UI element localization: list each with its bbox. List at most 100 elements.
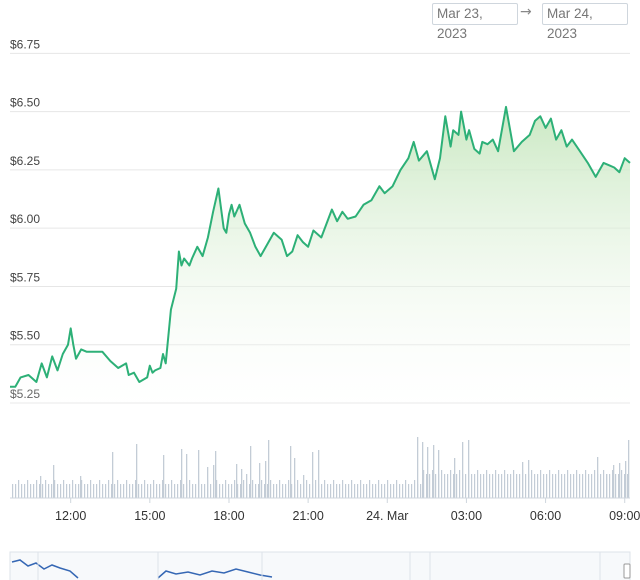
x-tick-label: 21:00 (292, 509, 323, 523)
volume-bar (291, 484, 293, 498)
volume-bar (147, 484, 149, 498)
volume-spike (468, 440, 470, 498)
volume-bar (45, 480, 47, 498)
volume-bar (264, 484, 266, 498)
navigator-background (9, 551, 631, 580)
volume-bar (408, 484, 410, 498)
volume-bar (579, 474, 581, 498)
volume-bar (153, 480, 155, 498)
volume-bar (261, 480, 263, 498)
range-navigator[interactable] (9, 551, 631, 580)
volume-bar (123, 484, 125, 498)
volume-bar (210, 484, 212, 498)
volume-bar (69, 484, 71, 498)
x-tick-label: 15:00 (134, 509, 165, 523)
volume-spike (241, 469, 243, 498)
navigator-handle[interactable] (623, 563, 631, 579)
x-tick-label: 12:00 (55, 509, 86, 523)
volume-bar (204, 484, 206, 498)
volume-bar (258, 484, 260, 498)
volume-spike (246, 474, 248, 498)
volume-bar (486, 470, 488, 498)
navigator-series (11, 559, 79, 579)
volume-bar (180, 480, 182, 498)
volume-bar (447, 474, 449, 498)
volume-bar (576, 470, 578, 498)
volume-bar (288, 480, 290, 498)
volume-bar (324, 480, 326, 498)
volume-bar (75, 484, 77, 498)
volume-bar (510, 474, 512, 498)
volume-bar (108, 480, 110, 498)
volume-spike (528, 460, 530, 498)
volume-spike (136, 444, 138, 498)
volume-bar (102, 484, 104, 498)
volume-bar (231, 484, 233, 498)
volume-bar (588, 474, 590, 498)
volume-bar (48, 484, 50, 498)
volume-bar (93, 484, 95, 498)
volume-bar (189, 480, 191, 498)
volume-bar (144, 480, 146, 498)
volume-bar (276, 484, 278, 498)
volume-spike (303, 475, 305, 498)
volume-spike (417, 437, 419, 498)
volume-spike (606, 474, 608, 498)
volume-bar (378, 480, 380, 498)
volume-bar (363, 484, 365, 498)
volume-bar (534, 474, 536, 498)
date-to-input[interactable]: Mar 24, 2023 (542, 3, 628, 41)
volume-spike (290, 446, 292, 498)
volume-bar (24, 484, 26, 498)
y-tick-label: $5.50 (10, 329, 40, 343)
volume-spike (207, 467, 209, 498)
volume-bar (543, 474, 545, 498)
volume-bar (249, 484, 251, 498)
x-tick-label: 18:00 (213, 509, 244, 523)
volume-bar (480, 474, 482, 498)
volume-bar (171, 480, 173, 498)
volume-bar (390, 484, 392, 498)
volume-bar (351, 480, 353, 498)
volume-bar (267, 484, 269, 498)
volume-bar (87, 484, 89, 498)
volume-bar (183, 484, 185, 498)
volume-spike (163, 455, 165, 498)
volume-bar (348, 484, 350, 498)
volume-spike (236, 464, 238, 498)
volume-bar (168, 484, 170, 498)
volume-bar (99, 480, 101, 498)
volume-bar (333, 480, 335, 498)
volume-spike (433, 445, 435, 498)
volume-bar (60, 484, 62, 498)
volume-bar (327, 484, 329, 498)
date-from-input[interactable]: Mar 23, 2023 (432, 3, 518, 41)
y-tick-label: $5.75 (10, 270, 40, 284)
volume-bar (132, 484, 134, 498)
volume-spike (265, 461, 267, 498)
volume-bar (435, 474, 437, 498)
volume-bar (36, 480, 38, 498)
volume-bar (228, 484, 230, 498)
volume-bar (360, 480, 362, 498)
volume-bar (561, 474, 563, 498)
volume-bar (120, 484, 122, 498)
volume-bar (282, 484, 284, 498)
volume-bar (105, 484, 107, 498)
volume-bar (432, 470, 434, 498)
volume-spike (427, 447, 429, 498)
volume-bar (414, 480, 416, 498)
volume-bar (54, 480, 56, 498)
volume-bar (150, 484, 152, 498)
volume-bar (453, 474, 455, 498)
volume-bar (219, 484, 221, 498)
volume-bar (237, 484, 239, 498)
volume-spike (215, 451, 217, 498)
volume-spike (112, 452, 114, 498)
volume-bar (519, 474, 521, 498)
volume-bar (396, 480, 398, 498)
y-tick-label: $6.75 (10, 37, 40, 51)
volume-bar (336, 484, 338, 498)
volume-spike (294, 458, 296, 498)
